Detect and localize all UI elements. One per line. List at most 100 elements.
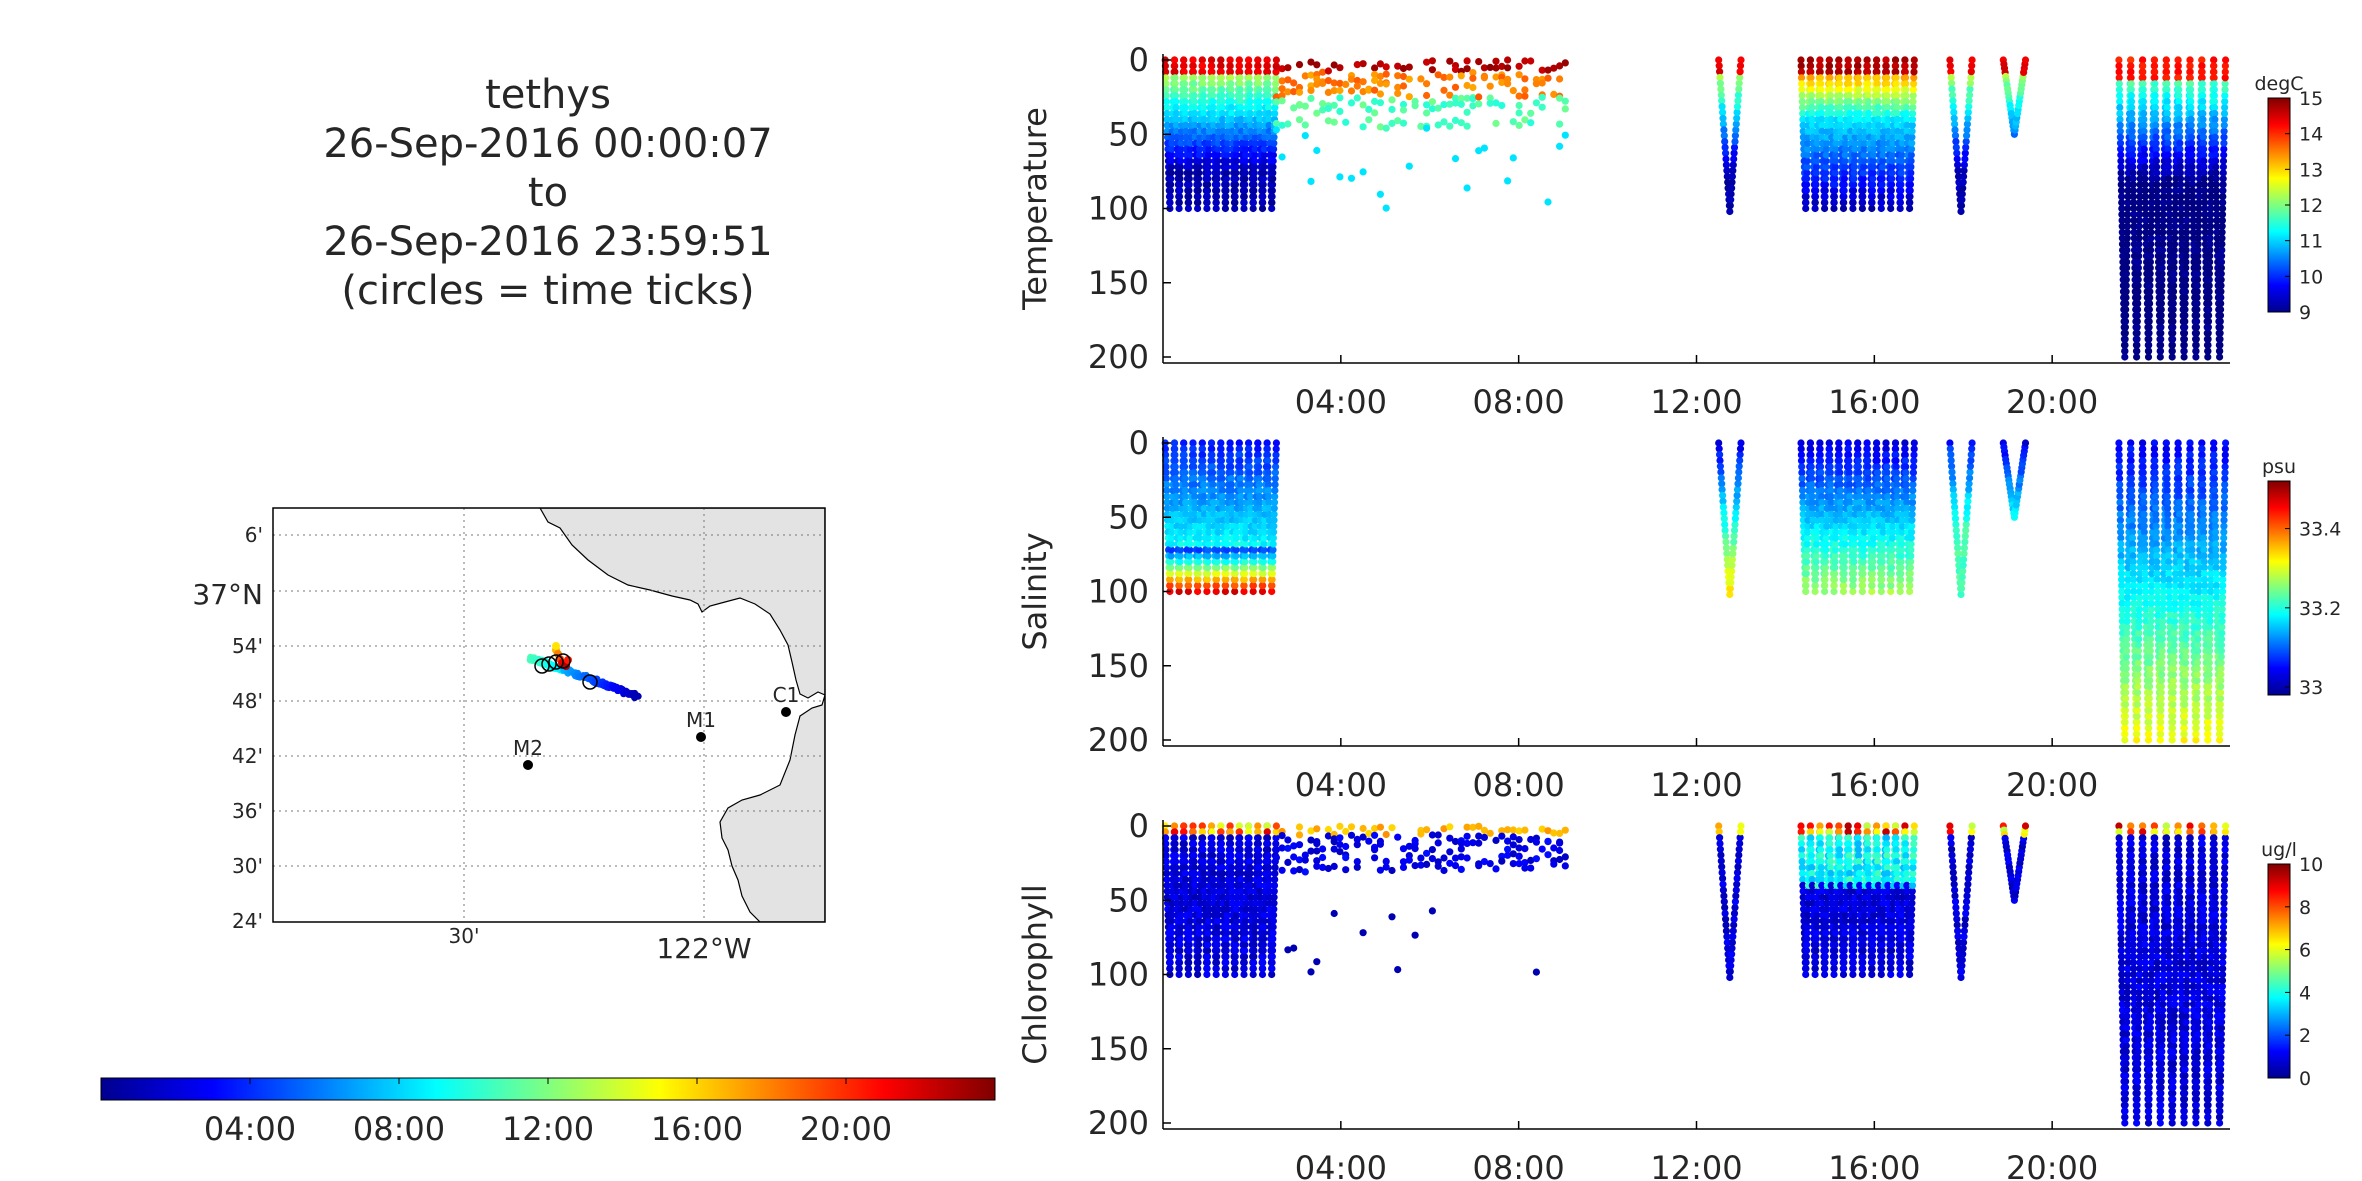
- data-point: [1960, 172, 1968, 181]
- data-point: [1556, 75, 1564, 83]
- data-point: [1260, 157, 1268, 165]
- data-point: [1463, 184, 1471, 192]
- data-point: [2115, 56, 2123, 64]
- data-point: [1246, 92, 1254, 100]
- data-point: [1246, 481, 1254, 489]
- data-point: [1284, 120, 1292, 128]
- data-point: [1359, 123, 1367, 131]
- data-point: [2189, 228, 2197, 236]
- data-point: [2183, 193, 2191, 201]
- data-point: [2187, 121, 2195, 129]
- data-point: [2139, 74, 2147, 82]
- time-tick-circle: [534, 658, 550, 674]
- data-point: [1521, 116, 1529, 124]
- data-point: [2133, 323, 2141, 331]
- data-point: [1171, 457, 1179, 465]
- data-point: [1849, 187, 1858, 195]
- title-line-3: to: [528, 170, 568, 216]
- data-point: [1245, 445, 1253, 453]
- data-point: [1214, 522, 1222, 530]
- data-point: [1909, 92, 1917, 100]
- data-point: [2172, 181, 2180, 189]
- data-point: [1301, 121, 1309, 129]
- data-point: [1731, 132, 1739, 140]
- data-point: [1811, 204, 1819, 213]
- data-point: [1307, 71, 1315, 79]
- data-point: [2177, 181, 2185, 189]
- data-point: [1812, 187, 1820, 195]
- data-point: [1184, 204, 1192, 213]
- data-point: [1405, 75, 1413, 83]
- data-point: [2140, 151, 2149, 159]
- data-point: [1167, 169, 1175, 177]
- data-point: [1214, 534, 1222, 542]
- data-point: [1855, 86, 1863, 94]
- data-point: [2177, 199, 2185, 207]
- data-point: [2121, 317, 2130, 325]
- data-point: [1226, 439, 1234, 447]
- data-point: [1423, 80, 1431, 88]
- data-point: [1388, 119, 1396, 127]
- data-point: [1227, 463, 1235, 471]
- data-point: [1189, 62, 1197, 70]
- data-point: [1181, 475, 1189, 483]
- data-point: [2204, 353, 2212, 361]
- data-point: [1527, 57, 1535, 65]
- data-point: [2200, 157, 2208, 165]
- data-point: [2183, 222, 2191, 230]
- data-point: [1213, 558, 1221, 566]
- data-point: [1855, 92, 1863, 100]
- track-point: [552, 642, 560, 650]
- data-point: [1222, 576, 1230, 584]
- data-point: [1486, 94, 1494, 102]
- data-point: [1428, 66, 1436, 74]
- data-point: [1189, 451, 1197, 459]
- data-point: [1218, 486, 1226, 495]
- data-point: [2116, 139, 2125, 147]
- data-point: [1446, 100, 1454, 108]
- data-point: [1901, 62, 1909, 70]
- data-point: [1835, 80, 1844, 88]
- data-point: [1284, 64, 1292, 72]
- data-point: [1237, 109, 1245, 118]
- data-point: [2158, 246, 2167, 254]
- data-point: [1887, 193, 1895, 201]
- data-point: [2165, 199, 2173, 207]
- data-point: [1172, 498, 1180, 506]
- data-point: [1727, 190, 1735, 198]
- data-point: [1278, 85, 1286, 93]
- data-point: [1242, 139, 1250, 147]
- data-point: [1254, 56, 1262, 64]
- data-point: [1194, 570, 1202, 578]
- data-point: [2216, 341, 2224, 349]
- data-point: [2118, 204, 2126, 213]
- data-point: [1451, 65, 1460, 73]
- data-point: [1831, 169, 1839, 177]
- data-point: [2199, 139, 2208, 147]
- data-point: [1864, 74, 1872, 82]
- data-point: [1330, 101, 1338, 109]
- data-point: [1223, 151, 1231, 159]
- data-point: [1240, 204, 1248, 213]
- data-point: [2118, 228, 2126, 236]
- data-point: [1313, 109, 1321, 117]
- data-point: [1910, 68, 1918, 76]
- data-point: [1195, 145, 1204, 153]
- data-point: [1908, 139, 1916, 147]
- data-point: [2123, 240, 2131, 248]
- data-point: [2210, 86, 2218, 94]
- data-point: [2193, 294, 2201, 302]
- data-point: [2174, 74, 2183, 82]
- data-point: [2175, 103, 2183, 112]
- data-point: [2216, 311, 2225, 319]
- data-point: [1254, 68, 1262, 76]
- data-point: [2139, 56, 2147, 64]
- data-point: [2116, 115, 2124, 123]
- data-point: [1232, 552, 1240, 560]
- data-point: [1821, 175, 1830, 183]
- data-point: [1186, 534, 1194, 542]
- data-point: [1170, 56, 1179, 64]
- data-point: [1827, 98, 1835, 106]
